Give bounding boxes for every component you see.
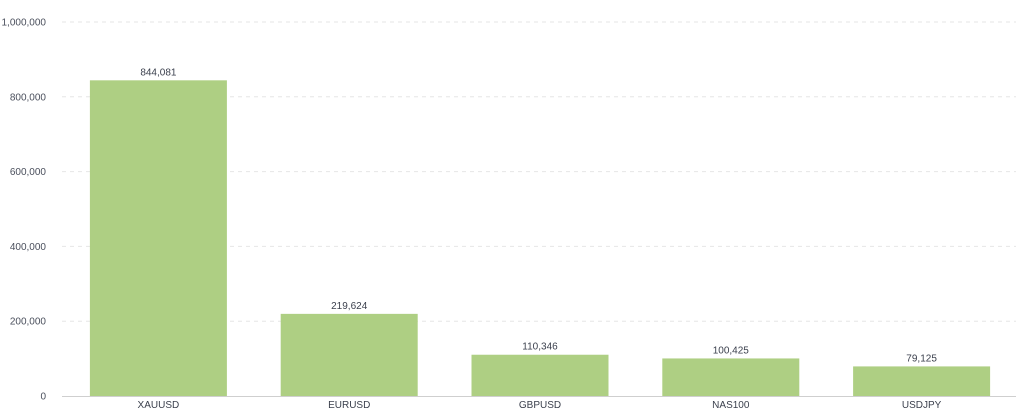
x-axis: XAUUSD EURUSD GBPUSD NAS100 USDJPY: [62, 396, 1016, 411]
y-tick-label: 200,000: [10, 317, 47, 328]
y-tick-label: 800,000: [10, 92, 47, 103]
y-axis: 0 200,000 400,000 600,000 800,000 1,000,000: [2, 18, 47, 403]
gridlines: [62, 21, 1016, 322]
data-label-xauusd: 844,081: [140, 67, 177, 78]
bar-eurusd: [280, 313, 418, 396]
x-tick-label-xauusd: XAUUSD: [138, 400, 180, 411]
data-label-gbpusd: 110,346: [522, 342, 558, 353]
y-tick-label: 1,000,000: [2, 18, 47, 29]
data-label-usdjpy: 79,125: [906, 353, 937, 364]
x-tick-label-usdjpy: USDJPY: [902, 400, 942, 411]
bar-usdjpy: [853, 366, 991, 396]
x-tick-label-gbpusd: GBPUSD: [519, 400, 561, 411]
y-tick-label: 0: [40, 392, 46, 403]
data-label-nas100: 100,425: [713, 345, 750, 356]
bar-xauusd: [89, 80, 227, 396]
data-labels: 844,081 219,624 110,346 100,425 79,125: [140, 67, 937, 364]
x-tick-label-nas100: NAS100: [712, 400, 750, 411]
data-label-eurusd: 219,624: [331, 301, 368, 312]
bars: [89, 80, 991, 396]
bar-gbpusd: [471, 354, 609, 396]
x-tick-label-eurusd: EURUSD: [328, 400, 370, 411]
bar-nas100: [662, 358, 800, 396]
y-tick-label: 600,000: [10, 167, 47, 178]
y-tick-label: 400,000: [10, 242, 47, 253]
